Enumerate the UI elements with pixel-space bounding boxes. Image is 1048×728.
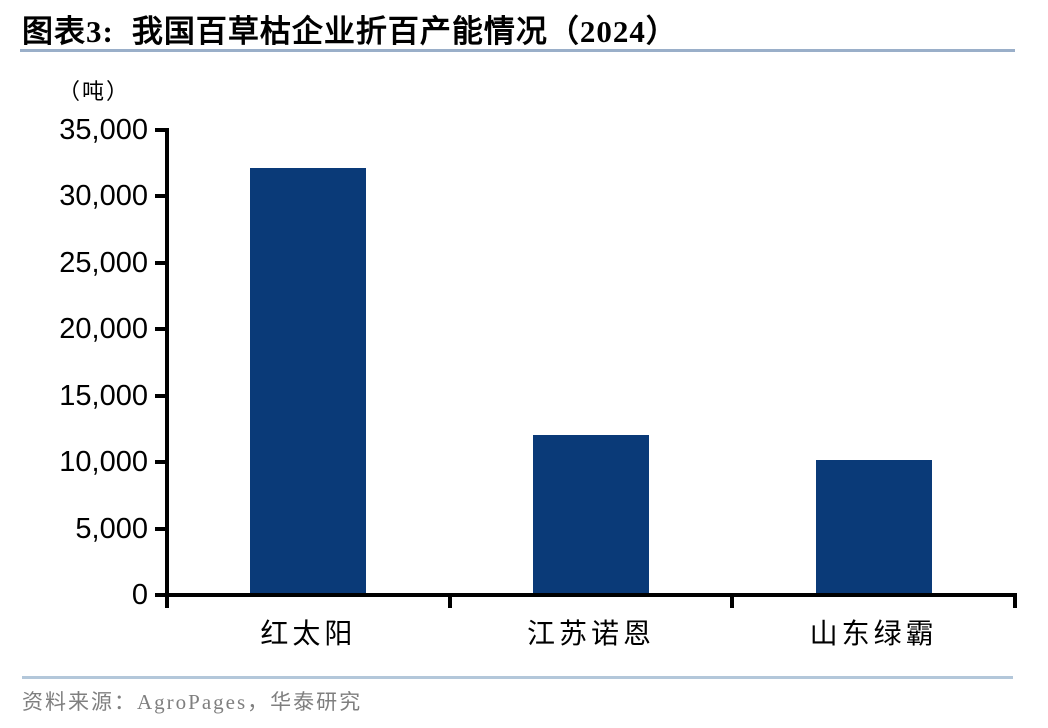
y-axis-tick xyxy=(155,593,167,597)
y-axis-tick xyxy=(155,194,167,199)
x-axis-tick xyxy=(447,597,452,608)
bar xyxy=(815,460,932,593)
x-category-label: 江苏诺恩 xyxy=(526,619,655,650)
x-category-label: 红太阳 xyxy=(260,619,357,650)
y-tick-label: 35,000 xyxy=(59,114,148,146)
figure-title: 图表3: 我国百草枯企业折百产能情况（2024） xyxy=(22,6,678,51)
bar xyxy=(533,434,649,593)
y-axis-tick xyxy=(155,393,167,398)
title-underline-divider xyxy=(20,49,1015,52)
y-tick-label: 15,000 xyxy=(59,379,148,412)
footer-divider xyxy=(22,676,1013,679)
y-axis-tick xyxy=(155,327,167,332)
y-axis-tick xyxy=(155,460,167,465)
x-axis-tick xyxy=(1013,597,1017,608)
x-axis-tick xyxy=(730,597,735,608)
y-axis-line xyxy=(165,128,169,607)
y-axis-tick xyxy=(155,128,167,132)
source-note: 资料来源：AgroPages，华泰研究 xyxy=(22,690,363,714)
y-tick-label: 25,000 xyxy=(59,246,148,279)
y-tick-label: 20,000 xyxy=(59,313,148,346)
x-axis-tick xyxy=(165,597,169,608)
y-tick-label: 0 xyxy=(131,579,148,611)
y-axis-tick xyxy=(155,526,167,531)
x-axis-line xyxy=(165,593,1017,597)
x-category-label: 山东绿霸 xyxy=(809,619,938,650)
bar xyxy=(250,167,367,593)
figure-title-text: 我国百草枯企业折百产能情况（2024） xyxy=(131,14,678,49)
y-tick-label: 10,000 xyxy=(59,446,148,479)
y-axis-unit-label: （吨） xyxy=(58,79,131,104)
y-tick-label: 5,000 xyxy=(75,512,148,545)
figure-title-prefix: 图表3: xyxy=(22,14,114,49)
y-axis-tick xyxy=(155,260,167,265)
y-tick-label: 30,000 xyxy=(59,180,148,213)
